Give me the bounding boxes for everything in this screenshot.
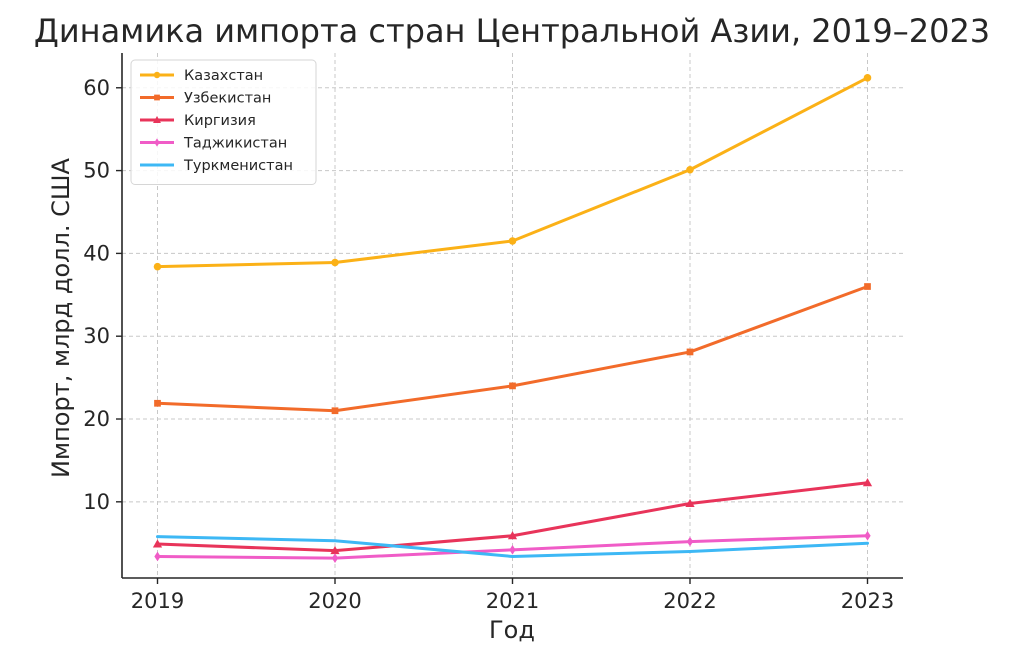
data-point (686, 165, 694, 174)
series-3 (152, 478, 873, 555)
legend-item: Узбекистан (140, 91, 271, 107)
data-point (507, 531, 518, 540)
data-point (508, 237, 517, 245)
data-point (153, 262, 162, 271)
series-1 (153, 74, 872, 271)
data-point (686, 536, 694, 547)
legend-box (130, 59, 317, 185)
series-5 (156, 535, 869, 558)
data-point (154, 399, 161, 407)
legend-marker (154, 138, 160, 147)
legend-marker (154, 94, 160, 101)
legend-label: Узбекистан (184, 91, 271, 107)
grid (122, 53, 903, 578)
legend-label: Казахстан (184, 68, 263, 84)
legend-item: Казахстан (140, 68, 263, 84)
series-4 (154, 530, 871, 563)
series-2 (154, 283, 871, 415)
series-line (156, 535, 869, 558)
data-point (152, 539, 163, 548)
x-axis-label: Год (489, 616, 535, 644)
axes (116, 53, 903, 584)
legend-label: Киргизия (184, 113, 256, 129)
legend-item: Туркменистан (140, 158, 293, 174)
legend-label: Таджикистан (183, 136, 287, 152)
data-point (331, 258, 339, 267)
y-tick-label: 40 (83, 241, 110, 265)
data-point (862, 478, 873, 487)
y-tick-label: 50 (83, 159, 110, 183)
y-tick-label: 20 (83, 407, 110, 431)
y-axis-label: Импорт, млрд долл. США (47, 157, 75, 477)
data-point (331, 407, 339, 415)
data-point (331, 553, 339, 563)
data-point (509, 545, 516, 555)
y-tick-label: 60 (83, 76, 110, 100)
legend-marker (153, 71, 161, 79)
data-point (509, 382, 516, 390)
legend-item: Киргизия (140, 113, 256, 129)
data-point (154, 551, 161, 562)
chart-title: Динамика импорта стран Центральной Азии,… (34, 12, 990, 50)
y-tick-label: 10 (83, 490, 110, 514)
data-point (685, 498, 695, 507)
x-tick-label: 2023 (841, 589, 894, 613)
data-point (863, 74, 872, 82)
data-point (686, 348, 694, 356)
x-tick-label: 2021 (486, 589, 539, 613)
y-tick-label: 30 (83, 324, 110, 348)
legend-label: Туркменистан (183, 158, 293, 174)
data-point (864, 530, 871, 541)
series-group (152, 74, 873, 563)
data-point (330, 546, 340, 555)
legend-item: Таджикистан (140, 136, 287, 152)
x-tick-label: 2019 (131, 589, 184, 613)
data-point (864, 283, 871, 290)
tick-labels: 2019 2020 2021 2022 2023 10 20 30 40 50 60 (83, 76, 894, 613)
legend-marker (153, 116, 161, 123)
x-tick-label: 2020 (308, 589, 361, 613)
legend: Казахстан Узбекистан Киргизия Таджикистан Ту… (130, 59, 317, 185)
x-tick-label: 2022 (663, 589, 716, 613)
